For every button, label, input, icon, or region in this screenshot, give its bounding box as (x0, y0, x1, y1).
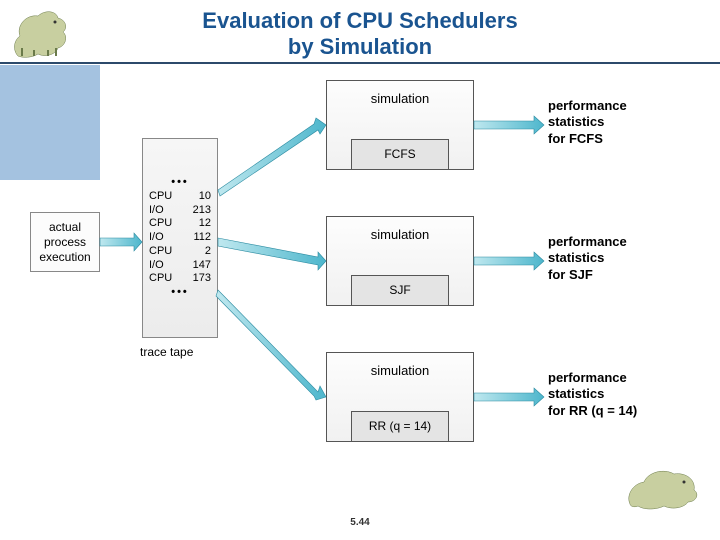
arrow-sim3-to-stat (474, 388, 544, 406)
title-line2: by Simulation (288, 34, 432, 59)
arrow-sim2-to-stat (474, 252, 544, 270)
diagram-area: actual process execution ••• CPU10 I/O21… (30, 80, 700, 480)
page-number: 5.44 (0, 517, 720, 528)
arrow-sim1-to-stat (474, 116, 544, 134)
arrows-layer (30, 80, 700, 480)
dinosaur-top-left-icon (8, 6, 78, 60)
page-title: Evaluation of CPU Schedulers by Simulati… (0, 8, 720, 61)
arrow-process-to-trace (100, 233, 142, 251)
arrow-trace-to-sim2 (218, 238, 326, 270)
arrow-trace-to-sim1 (218, 118, 326, 196)
arrow-trace-to-sim3 (216, 290, 326, 400)
title-underline (0, 62, 720, 64)
title-line1: Evaluation of CPU Schedulers (202, 8, 517, 33)
